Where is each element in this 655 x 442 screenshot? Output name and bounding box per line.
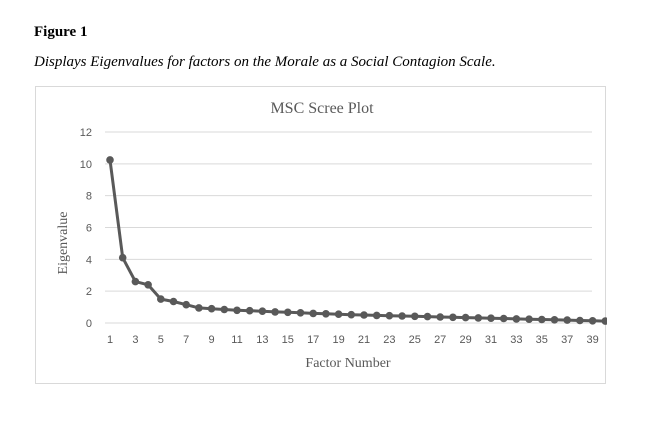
data-point-factor-16 (296, 309, 305, 317)
data-point-factor-36 (550, 316, 559, 324)
x-tick-label: 35 (536, 334, 548, 346)
data-point-factor-12 (245, 306, 254, 315)
data-point-factor-26 (423, 312, 432, 321)
data-point-factor-6 (169, 297, 178, 306)
data-point-factor-34 (525, 315, 533, 323)
data-point-factor-10 (220, 305, 229, 314)
data-point-factor-19 (334, 310, 343, 318)
data-point-factor-28 (449, 313, 457, 322)
x-tick-label: 15 (282, 334, 294, 346)
x-tick-label: 17 (307, 334, 319, 346)
x-tick-label: 23 (383, 334, 395, 346)
chart-title: MSC Scree Plot (270, 100, 374, 117)
x-tick-label: 37 (561, 334, 573, 346)
eigenvalue-series (106, 156, 607, 325)
data-point-factor-21 (360, 311, 368, 319)
x-tick-label: 1 (107, 334, 113, 346)
series-line (108, 159, 606, 323)
x-axis-ticks: 1 3 5 7 9 11 13 15 17 19 21 23 25 27 29 31 33 35 37 39 (107, 334, 599, 346)
data-point-factor-39 (588, 317, 597, 325)
data-point-factor-9 (207, 304, 216, 313)
y-tick-label: 8 (86, 191, 92, 203)
x-tick-label: 5 (158, 334, 164, 346)
y-tick-label: 2 (86, 286, 92, 298)
data-point-factor-15 (284, 308, 292, 317)
data-point-factor-4 (144, 281, 152, 289)
data-point-factor-11 (233, 306, 241, 315)
data-point-factor-35 (538, 315, 546, 324)
figure-label: Figure 1 (34, 24, 88, 40)
data-point-factor-14 (271, 308, 279, 316)
data-point-factor-37 (563, 316, 571, 324)
data-point-factor-17 (309, 309, 318, 318)
y-axis-ticks: 0 2 4 6 8 10 12 (80, 127, 92, 330)
x-tick-label: 25 (409, 334, 421, 346)
x-tick-label: 39 (586, 334, 598, 346)
x-tick-label: 31 (485, 334, 497, 346)
figure-caption: Displays Eigenvalues for factors on the … (34, 54, 496, 70)
data-point-factor-20 (347, 310, 356, 319)
y-tick-label: 0 (86, 318, 92, 330)
x-tick-label: 7 (183, 334, 189, 346)
data-point-factor-31 (487, 314, 495, 322)
y-tick-label: 10 (80, 159, 92, 171)
x-tick-label: 11 (231, 334, 242, 346)
gridlines (105, 131, 592, 324)
data-point-factor-13 (258, 307, 267, 315)
data-point-factor-30 (474, 314, 483, 322)
x-tick-label: 19 (332, 334, 344, 346)
x-tick-label: 13 (256, 334, 268, 346)
data-point-factor-22 (372, 311, 381, 320)
data-point-factor-1 (106, 156, 114, 164)
y-axis-title: Eigenvalue (56, 212, 71, 275)
data-point-factor-25 (411, 312, 419, 321)
x-tick-label: 27 (434, 334, 446, 346)
data-point-factor-7 (182, 300, 190, 309)
data-point-factor-27 (436, 313, 445, 321)
x-tick-label: 9 (209, 334, 215, 346)
y-tick-label: 4 (86, 254, 92, 266)
x-tick-label: 29 (459, 334, 471, 346)
data-point-factor-24 (398, 312, 406, 320)
data-point-factor-38 (576, 316, 584, 325)
x-tick-label: 33 (510, 334, 522, 346)
data-point-factor-2 (118, 253, 127, 262)
data-point-factor-23 (385, 311, 394, 320)
y-tick-label: 6 (86, 223, 92, 235)
data-point-factor-40 (601, 317, 607, 325)
x-axis-title: Factor Number (305, 356, 390, 371)
x-tick-label: 21 (358, 334, 370, 346)
data-point-factor-32 (499, 314, 508, 323)
data-point-factor-3 (131, 277, 140, 286)
y-tick-label: 12 (80, 127, 92, 139)
data-point-factor-33 (512, 315, 521, 323)
data-point-factor-5 (157, 295, 165, 303)
data-point-factor-18 (322, 310, 330, 318)
data-point-factor-29 (461, 313, 470, 322)
scree-plot-chart: MSC Scree Plot 0 2 4 6 8 10 12 1 3 5 7 9 11 13 15 17 19… (35, 86, 607, 384)
data-point-factor-8 (195, 304, 203, 312)
x-tick-label: 3 (132, 334, 138, 346)
